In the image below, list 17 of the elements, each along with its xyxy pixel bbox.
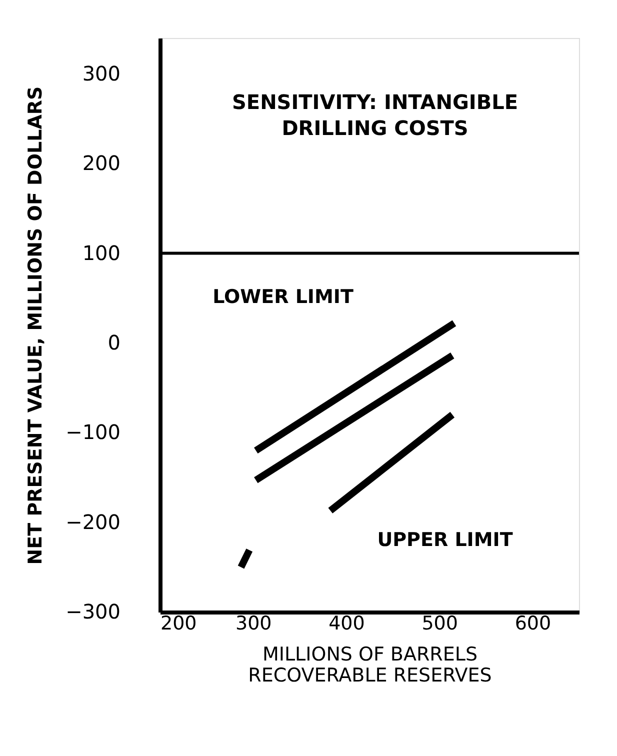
y-tick-label: 0 (108, 330, 120, 354)
x-axis-title: MILLIONS OF BARRELS RECOVERABLE RESERVES (248, 644, 492, 686)
annotation: UPPER LIMIT (377, 529, 513, 551)
x-tick-label: 300 (235, 612, 272, 634)
y-axis-title: NET PRESENT VALUE, MILLIONS OF DOLLARS (24, 86, 47, 565)
x-tick-label: 600 (514, 612, 552, 634)
y-tick-label: −200 (66, 510, 120, 534)
y-tick-label: 300 (82, 61, 120, 86)
annotation: LOWER LIMIT (212, 286, 354, 308)
y-tick-label: −300 (66, 600, 120, 624)
y-tick-label: 100 (82, 240, 120, 265)
text: SENSITIVITY: INTANGIBLE DRILLING COSTS (232, 90, 518, 140)
x-tick-label: 200 (160, 612, 197, 634)
y-tick-label: 200 (82, 151, 120, 176)
x-tick-label: 400 (328, 612, 365, 634)
x-tick-label: 500 (422, 612, 458, 634)
y-tick-label: −100 (66, 420, 120, 444)
